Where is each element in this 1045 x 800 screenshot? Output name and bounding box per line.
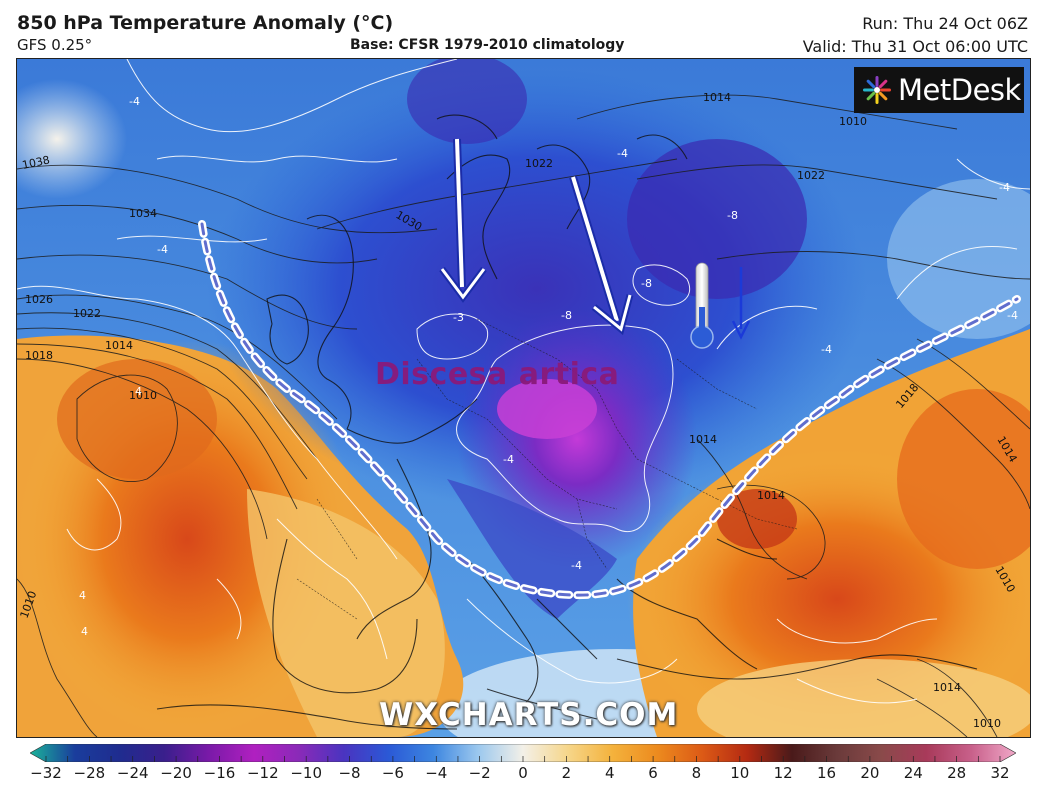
- colorbar-tick-label: 28: [947, 764, 967, 782]
- isobar-label: 1010: [839, 115, 867, 128]
- isobar-contours: [17, 94, 1030, 737]
- anomaly-contours: [17, 59, 1030, 704]
- colorbar: [30, 744, 1016, 762]
- colorbar-tick-label: 8: [691, 764, 702, 782]
- cold-anomaly-area: [447, 479, 617, 619]
- metdesk-logo-text: MetDesk: [898, 73, 1021, 107]
- isobar-label: 1018: [25, 349, 53, 362]
- anomaly-label: -3: [453, 311, 464, 324]
- anomaly-label: 4: [81, 625, 88, 638]
- model-label: GFS 0.25°: [17, 36, 93, 54]
- colorbar-tick-label: −12: [246, 764, 279, 782]
- colorbar-tick-label: 12: [773, 764, 793, 782]
- anomaly-label: 4: [135, 385, 142, 398]
- anomaly-label: -8: [641, 277, 652, 290]
- colorbar-tick-label: −16: [203, 764, 236, 782]
- warm-anomaly-area: [897, 389, 1030, 569]
- colorbar-tick-label: −28: [73, 764, 106, 782]
- warm-anomaly-area: [17, 79, 127, 199]
- isobar-label: 1014: [933, 681, 961, 694]
- colorbar-tick-label: −8: [338, 764, 361, 782]
- anomaly-label: -4: [1007, 309, 1018, 322]
- climatology-base: Base: CFSR 1979-2010 climatology: [350, 37, 625, 53]
- metdesk-flower-icon: [863, 76, 891, 104]
- run-time: Run: Thu 24 Oct 06Z: [862, 14, 1028, 33]
- colorbar-tick-label: −10: [290, 764, 322, 782]
- anomaly-label: -4: [999, 181, 1010, 194]
- colorbar-tick-label: 32: [990, 764, 1010, 782]
- isobar-label: 1034: [129, 207, 157, 220]
- thermometer-icon: [690, 262, 714, 349]
- annotation-label: Discesa artica: [375, 357, 620, 392]
- chart-title: 850 hPa Temperature Anomaly (°C): [17, 12, 394, 34]
- warm-anomaly-area: [247, 489, 445, 737]
- colorbar-tick-label: −20: [160, 764, 192, 782]
- anomaly-label: -4: [129, 95, 140, 108]
- warm-anomaly-area: [57, 359, 217, 479]
- anomaly-label: -8: [561, 309, 572, 322]
- wxcharts-watermark: WXCHARTS.COM: [379, 697, 679, 733]
- arctic-boundary-line-core: [200, 222, 1019, 597]
- colorbar-tick-label: 4: [604, 764, 615, 782]
- weak-anomaly-area: [887, 179, 1030, 339]
- isobar-label: 1026: [25, 293, 53, 306]
- isobar-label: 1014: [703, 91, 731, 104]
- colorbar-tick-label: 0: [518, 764, 528, 782]
- cold-anomaly-area: [407, 59, 527, 144]
- anomaly-label: -8: [727, 209, 738, 222]
- anomaly-label: -4: [503, 453, 514, 466]
- colorbar-tick-label: 16: [816, 764, 837, 782]
- descent-arrow: [439, 138, 487, 303]
- warm-anomaly-area: [697, 659, 1030, 737]
- colorbar-tick-label: −24: [116, 764, 149, 782]
- isobar-label: 1022: [797, 169, 825, 182]
- isobar-label: 1010: [973, 717, 1001, 730]
- isobar-label: 1022: [73, 307, 101, 320]
- cold-anomaly-area: [627, 139, 807, 299]
- colorbar-ticks: [45, 756, 1001, 762]
- colorbar-tick-label: 10: [730, 764, 750, 782]
- colorbar-tick-label: −4: [425, 764, 448, 782]
- anomaly-label: -4: [157, 243, 168, 256]
- isobar-label: 1010: [129, 389, 157, 402]
- colorbar-tick-label: −2: [468, 764, 491, 782]
- anomaly-labels: -4 -4 -4 -4 -8 -8 -8 -3 -4 -4 4 4 4 -4 -…: [79, 95, 1018, 638]
- isobar-label: 1014: [689, 433, 717, 446]
- anomaly-map: 1038 1034 1030 1026 1022 1018 1014 1010 …: [16, 58, 1031, 738]
- colorbar-tick-label: 24: [903, 764, 923, 782]
- colorbar-tick-labels: −32 −28 −24 −20 −16 −12 −10 −8 −6 −4 −2 0 2 4 6 8 10 12 16…: [0, 764, 1045, 786]
- warm-anomaly-area: [717, 489, 797, 549]
- colorbar-ramp: [30, 744, 1016, 762]
- anomaly-label: 4: [79, 589, 86, 602]
- coastlines: [156, 114, 978, 730]
- metdesk-logo: MetDesk: [854, 67, 1024, 113]
- map-canvas: 1038 1034 1030 1026 1022 1018 1014 1010 …: [17, 59, 1030, 737]
- country-borders: [296, 318, 798, 620]
- anomaly-label: -4: [821, 343, 832, 356]
- isobar-label: 1014: [105, 339, 133, 352]
- valid-time: Valid: Thu 31 Oct 06:00 UTC: [802, 37, 1028, 56]
- colorbar-tick-label: 2: [561, 764, 572, 782]
- isobar-label: 1038: [21, 153, 51, 172]
- isobar-label: 1022: [525, 157, 553, 170]
- descent-arrow: [569, 175, 634, 336]
- down-arrow-icon: [731, 267, 751, 340]
- anomaly-label: -4: [617, 147, 628, 160]
- colorbar-tick-label: −6: [381, 764, 404, 782]
- colorbar-tick-label: −32: [30, 764, 62, 782]
- anomaly-label: -4: [571, 559, 582, 572]
- colorbar-tick-label: 20: [860, 764, 880, 782]
- cold-anomaly-area: [497, 379, 597, 439]
- colorbar-tick-label: 6: [648, 764, 658, 782]
- isobar-label: 1014: [757, 489, 785, 502]
